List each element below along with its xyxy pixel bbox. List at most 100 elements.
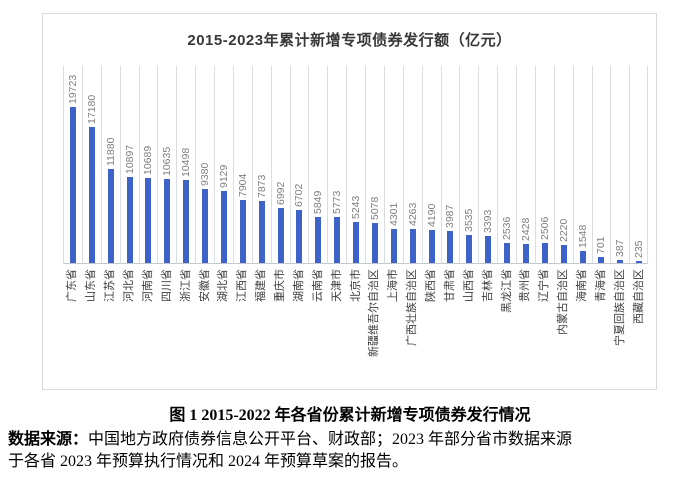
chart-column: 4263 广西壮族自治区 [402, 66, 422, 388]
bar [296, 209, 303, 263]
category-label: 西藏自治区 [632, 269, 645, 324]
chart-column: 10689 河南省 [138, 66, 158, 388]
bar-value-label: 10689 [142, 146, 155, 176]
bar [371, 222, 378, 263]
bar-value-label: 3393 [482, 209, 495, 234]
bar-value-label: 5773 [331, 190, 344, 215]
chart-column: 7904 江西省 [232, 66, 252, 388]
chart-column: 5243 北京市 [346, 66, 365, 388]
chart-column: 2220 内蒙古自治区 [553, 66, 573, 388]
bar [598, 257, 605, 263]
chart-column: 4190 陕西省 [421, 66, 441, 388]
bar [183, 179, 190, 263]
category-label: 广东省 [66, 269, 79, 302]
plot-cell: 701 [591, 66, 611, 264]
bar-value-label: 3987 [444, 205, 457, 229]
plot-cell: 3987 [440, 66, 460, 264]
category-label: 贵州省 [519, 269, 532, 302]
plot-cell: 7904 [232, 66, 252, 264]
plot-cell: 2428 [516, 66, 535, 264]
chart-column: 6992 重庆市 [270, 66, 290, 388]
bar [239, 200, 246, 263]
plot-area: 19723 广东省 17180 山东省 11880 江苏省 10897 河北省 10689 河南省… [63, 66, 649, 388]
category-cell: 云南省 [308, 264, 327, 388]
category-cell: 上海市 [384, 264, 403, 388]
plot-cell: 2506 [534, 66, 554, 264]
category-label: 山西省 [462, 269, 475, 302]
data-source-text-line1: 中国地方政府债券信息公开平台、财政部；2023 年部分省市数据来源 [88, 431, 573, 448]
category-cell: 甘肃省 [441, 264, 460, 388]
plot-cell: 19723 [63, 66, 82, 264]
category-label: 河北省 [123, 269, 136, 302]
category-cell: 江苏省 [101, 264, 120, 388]
category-label: 山东省 [85, 269, 98, 302]
bar [202, 188, 209, 263]
chart-column: 235 西藏自治区 [629, 66, 649, 388]
bar [447, 231, 454, 263]
plot-cell: 5243 [346, 66, 365, 264]
category-cell: 青海省 [592, 264, 611, 388]
category-label: 海南省 [576, 269, 589, 302]
plot-cell: 10498 [176, 66, 196, 264]
category-cell: 河南省 [139, 264, 158, 388]
category-label: 浙江省 [179, 269, 192, 302]
category-label: 天津市 [330, 269, 343, 302]
category-cell: 内蒙古自治区 [554, 264, 573, 388]
category-cell: 天津市 [327, 264, 346, 388]
plot-cell: 5078 [365, 66, 384, 264]
bar [334, 217, 341, 263]
category-label: 陕西省 [425, 269, 438, 302]
category-label: 安徽省 [198, 269, 211, 302]
chart-column: 4301 上海市 [383, 66, 403, 388]
bar [126, 176, 133, 263]
bar-value-label: 4263 [406, 202, 419, 227]
bar-value-label: 5243 [350, 195, 363, 219]
category-cell: 宁夏回族自治区 [610, 264, 629, 388]
category-cell: 山东省 [82, 264, 101, 388]
data-source-prefix: 数据来源： [8, 431, 89, 448]
category-cell: 福建省 [252, 264, 271, 388]
chart-column: 10897 河北省 [119, 66, 139, 388]
bar-value-label: 9380 [199, 162, 212, 186]
plot-cell: 9129 [214, 66, 233, 264]
chart-column: 2506 辽宁省 [534, 66, 554, 388]
plot-cell: 10635 [157, 66, 177, 264]
plot-cell: 1548 [572, 66, 592, 264]
plot-cell: 387 [610, 66, 630, 264]
chart-column: 7873 福建省 [251, 66, 271, 388]
bar-value-label: 17180 [85, 94, 98, 124]
plot-cell: 2220 [553, 66, 573, 264]
chart-column: 10635 四川省 [157, 66, 177, 388]
plot-cell: 10689 [138, 66, 158, 264]
category-label: 内蒙古自治区 [557, 269, 570, 335]
bar-value-label: 3535 [463, 208, 476, 232]
category-cell: 黑龙江省 [497, 264, 516, 388]
category-label: 四川省 [160, 269, 173, 302]
category-cell: 湖南省 [290, 264, 309, 388]
category-label: 云南省 [311, 269, 324, 302]
bar [617, 259, 624, 263]
category-label: 福建省 [255, 269, 268, 302]
category-cell: 广西壮族自治区 [403, 264, 422, 388]
chart-column: 387 宁夏回族自治区 [610, 66, 630, 388]
plot-cell: 11880 [100, 66, 120, 264]
bar-value-label: 387 [614, 239, 627, 257]
category-cell: 重庆市 [271, 264, 290, 388]
bar-value-label: 11880 [104, 137, 117, 166]
chart-column: 1548 海南省 [572, 66, 592, 388]
bar [277, 207, 284, 263]
category-label: 青海省 [594, 269, 607, 302]
chart-figure: 2015-2023年累计新增专项债券发行额（亿元） 19723 广东省 17180 山… [42, 13, 657, 390]
bar [541, 243, 548, 263]
category-cell: 湖北省 [214, 264, 233, 388]
plot-cell: 3393 [478, 66, 498, 264]
bar-value-label: 4190 [425, 203, 438, 227]
plot-cell: 4190 [421, 66, 441, 264]
chart-column: 2428 贵州省 [516, 66, 535, 388]
chart-column: 5849 云南省 [308, 66, 328, 388]
category-label: 甘肃省 [443, 269, 456, 302]
bar [315, 216, 322, 263]
bar-value-label: 10897 [123, 144, 136, 174]
chart-column: 5078 新疆维吾尔自治区 [365, 66, 384, 388]
chart-column: 701 青海省 [591, 66, 611, 388]
